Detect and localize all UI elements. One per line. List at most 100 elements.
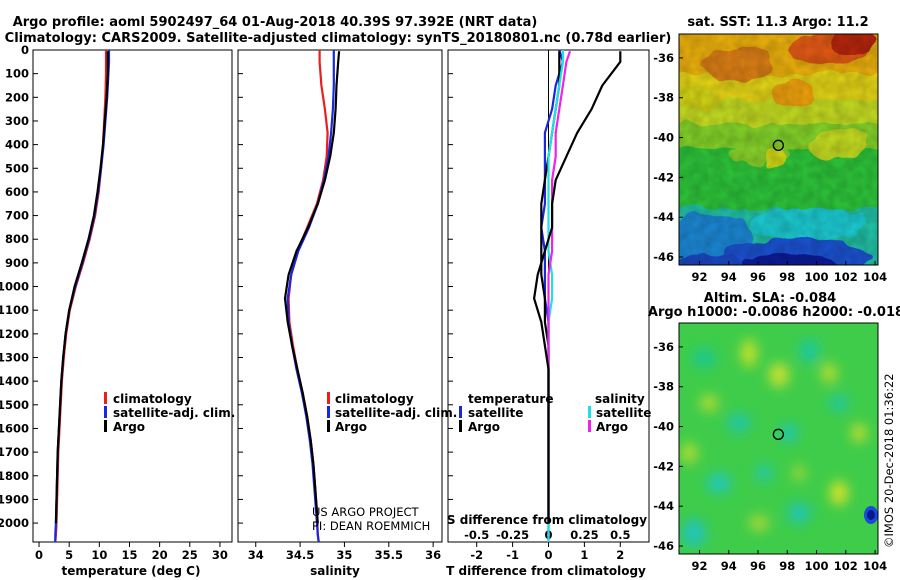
depth-tick-label: 1000: [0, 280, 29, 294]
x-tick-label: 0: [35, 548, 43, 562]
s-diff-tick-label: 0.5: [610, 528, 630, 542]
x-tick-label: -2: [470, 548, 483, 562]
x-tick-label: -1: [506, 548, 519, 562]
legend-label-climatology: climatology: [335, 392, 414, 406]
map-y-tick-label: -46: [653, 539, 674, 553]
depth-tick-label: 1300: [0, 351, 29, 365]
map-x-tick-label: 92: [691, 270, 707, 284]
depth-tick-label: 200: [5, 90, 29, 104]
legend-title-salinity: salinity: [595, 392, 645, 406]
legend-label-s-satellite: satellite: [596, 406, 651, 420]
legend-swatch-s-satellite: [588, 406, 591, 418]
depth-tick-label: 300: [5, 114, 29, 128]
map-x-tick-label: 100: [805, 270, 829, 284]
map-y-tick-label: -38: [653, 91, 674, 105]
series-s-argo-vs-clim: [532, 51, 622, 524]
series-argo: [283, 51, 341, 524]
legend-swatch-argo: [327, 420, 330, 432]
depth-tick-label: 800: [5, 232, 29, 246]
x-tick-label: 20: [152, 548, 168, 562]
map-x-tick-label: 98: [779, 559, 795, 573]
difference-series: [532, 49, 622, 542]
s-diff-tick-label: -0.5: [464, 528, 489, 542]
copyright-stamp: ©IMOS 20-Dec-2018 01:36:22: [882, 373, 896, 548]
legend-swatch-t-satellite: [459, 406, 462, 418]
x-tick-label: 25: [182, 548, 198, 562]
legend-swatch-t-argo: [459, 420, 462, 432]
map-x-tick-label: 96: [750, 270, 766, 284]
x-tick-label: 15: [121, 548, 137, 562]
legend-label-argo: Argo: [113, 420, 145, 434]
x-tick-label: 5: [65, 548, 73, 562]
legend-swatch-climatology: [104, 392, 107, 404]
legend-label-satellite: satellite-adj. clim.: [335, 406, 457, 420]
sla-map: [678, 322, 879, 555]
salinity-legend: climatology satellite-adj. clim. Argo: [327, 392, 457, 434]
legend-label-satellite: satellite-adj. clim.: [113, 406, 235, 420]
map-y-tick-label: -36: [653, 340, 674, 354]
credit-line-1: US ARGO PROJECT: [312, 505, 420, 519]
map-y-tick-label: -36: [653, 51, 674, 65]
salinity-panel-frame: [237, 49, 443, 543]
title-line-2: Climatology: CARS2009. Satellite-adjuste…: [5, 31, 672, 46]
s-difference-x-axis: -0.5 -0.25 0 0.25 0.5: [464, 528, 630, 542]
sla-map-axes: 92 94 96 98 100 102 104 -36 -38 -40 -42 -44 -46: [653, 340, 887, 573]
legend-swatch-climatology: [327, 392, 330, 404]
legend-label-argo: Argo: [335, 420, 367, 434]
legend-swatch-argo: [104, 420, 107, 432]
temperature-x-axis: 0 5 10 15 20 25 30: [35, 542, 228, 562]
x-tick-label: 36: [425, 548, 441, 562]
map-x-tick-label: 96: [750, 559, 766, 573]
sst-profile-location-marker: [772, 139, 785, 151]
s-diff-tick-label: 0.25: [570, 528, 598, 542]
map-x-tick-label: 104: [863, 270, 887, 284]
legend-label-t-argo: Argo: [468, 420, 500, 434]
depth-tick-label: 1500: [0, 398, 29, 412]
salinity-x-axis: 34 34.5 35 35.5 36: [248, 542, 441, 562]
x-tick-label: 35: [336, 548, 352, 562]
map-y-tick-label: -44: [653, 499, 674, 513]
depth-tick-label: 0: [21, 43, 29, 57]
temperature-legend: climatology satellite-adj. clim. Argo: [104, 392, 235, 434]
sst-map-title: sat. SST: 11.3 Argo: 11.2: [687, 15, 868, 30]
depth-axis: 0 100 200 300 400 500 600 700 800 900 1000 1100 1200…: [0, 43, 453, 530]
depth-tick-label: 1900: [0, 492, 29, 506]
t-difference-x-axis: -2 -1 0 1 2: [470, 542, 624, 562]
series-satellite-adj-clim-: [54, 50, 111, 542]
x-tick-label: 35.5: [375, 548, 403, 562]
depth-tick-label: 1800: [0, 469, 29, 483]
x-tick-label: 30: [212, 548, 228, 562]
sla-map-title: Altim. SLA: -0.084: [704, 291, 836, 306]
salinity-series: [283, 50, 341, 543]
temperature-panel-frame: [32, 49, 233, 543]
legend-label-s-argo: Argo: [596, 420, 628, 434]
map-x-tick-label: 94: [721, 559, 737, 573]
sst-map-axes: 92 94 96 98 100 102 104 -36 -38 -40 -42 -44 -46: [653, 51, 887, 284]
t-difference-axis-label: T difference from climatology: [446, 564, 646, 578]
depth-tick-label: 100: [5, 67, 29, 81]
x-tick-label: 0: [544, 548, 552, 562]
depth-tick-label: 400: [5, 138, 29, 152]
title-line-1: Argo profile: aoml 5902497_64 01-Aug-201…: [13, 15, 538, 30]
legend-swatch-s-argo: [588, 420, 591, 432]
depth-tick-label: 1700: [0, 445, 29, 459]
s-diff-tick-label: -0.25: [496, 528, 529, 542]
temperature-series: [54, 50, 111, 543]
depth-tick-label: 1100: [0, 303, 29, 317]
depth-tick-label: 500: [5, 161, 29, 175]
x-tick-label: 2: [616, 548, 624, 562]
x-tick-label: 10: [91, 548, 107, 562]
temperature-axis-label: temperature (deg C): [62, 564, 201, 578]
map-x-tick-label: 94: [721, 270, 737, 284]
map-y-tick-label: -40: [653, 420, 674, 434]
series-argo: [54, 51, 109, 524]
map-x-tick-label: 102: [834, 559, 858, 573]
sla-profile-location-marker: [772, 428, 785, 440]
x-tick-label: 34.5: [286, 548, 314, 562]
sst-map: [678, 33, 879, 266]
salinity-axis-label: salinity: [310, 564, 360, 578]
depth-tick-label: 1400: [0, 374, 29, 388]
depth-tick-label: 700: [5, 209, 29, 223]
x-tick-label: 1: [580, 548, 588, 562]
depth-tick-label: 600: [5, 185, 29, 199]
